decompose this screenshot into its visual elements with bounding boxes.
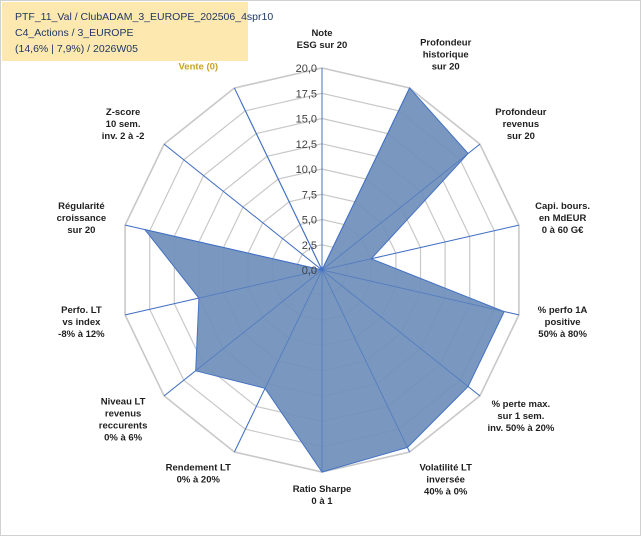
tick-label: 7,5 bbox=[302, 189, 317, 201]
tick-label: 10,0 bbox=[296, 164, 317, 176]
portfolio-category: C4_Actions / 3_EUROPE bbox=[15, 27, 134, 39]
tick-label: 15,0 bbox=[296, 114, 317, 126]
tick-label: 2,5 bbox=[302, 240, 317, 252]
axis-spoke-overlay bbox=[321, 269, 519, 316]
tick-label: 0,0 bbox=[302, 265, 317, 277]
axis-label: Ratio Sharpe 0 à 1 bbox=[293, 484, 352, 507]
axis-label: % perfo 1A positive 50% à 80% bbox=[538, 305, 588, 340]
axis-spoke-overlay bbox=[321, 87, 410, 271]
axis-spoke-overlay bbox=[125, 269, 323, 316]
axis-label: Z-score 10 sem. inv. 2 à -2 bbox=[102, 107, 145, 142]
series-area bbox=[143, 87, 505, 473]
tick-label: 17,5 bbox=[296, 88, 317, 100]
axis-spoke-overlay bbox=[163, 269, 323, 397]
axis-label: Perfo. LT vs index -8% à 12% bbox=[58, 305, 105, 340]
axis-label: Régularité croissance sur 20 bbox=[57, 201, 107, 236]
axis-spoke-overlay bbox=[234, 269, 323, 453]
axis-label: Niveau LT revenus reccurents 0% à 6% bbox=[99, 397, 148, 444]
axis-spoke-overlay bbox=[125, 224, 323, 271]
axis-spoke-overlay bbox=[321, 269, 410, 453]
tick-label: 5,0 bbox=[302, 215, 317, 227]
axis-spoke-overlay bbox=[321, 224, 519, 271]
portfolio-name: PTF_11_Val / ClubADAM_3_EUROPE_202506_4s… bbox=[15, 11, 274, 23]
axis-label: Profondeur revenus sur 20 bbox=[495, 107, 546, 142]
radar-series bbox=[125, 68, 519, 473]
axis-label: % perte max. sur 1 sem. inv. 50% à 20% bbox=[487, 399, 554, 434]
axis-spoke-overlay bbox=[234, 87, 323, 271]
axis-label: Volatilité LT inversée 40% à 0% bbox=[419, 463, 472, 498]
portfolio-info-box: PTF_11_Val / ClubADAM_3_EUROPE_202506_4s… bbox=[2, 2, 273, 61]
axis-label: Note ESG sur 20 bbox=[297, 28, 348, 51]
tick-label: 12,5 bbox=[296, 139, 317, 151]
axis-spoke-overlay bbox=[321, 269, 481, 397]
axis-label: Profondeur historique sur 20 bbox=[420, 37, 471, 72]
axis-label: Rendement LT 0% à 20% bbox=[166, 463, 231, 486]
portfolio-stats: (14,6% | 7,9%) / 2026W05 bbox=[15, 43, 138, 55]
axis-spoke-overlay bbox=[321, 143, 481, 271]
axis-label: Capi. bours. en MdEUR 0 à 60 G€ bbox=[535, 201, 590, 236]
axis-labels: Note ESG sur 20 Profondeur historique sur 20… bbox=[57, 28, 590, 507]
tick-label: 20,0 bbox=[296, 63, 317, 75]
radial-tick-labels: 0,0 2,5 5,0 7,5 10,0 12,5 15,0 17,5 20,0 bbox=[296, 63, 317, 277]
axis-spoke-overlay bbox=[163, 143, 323, 271]
